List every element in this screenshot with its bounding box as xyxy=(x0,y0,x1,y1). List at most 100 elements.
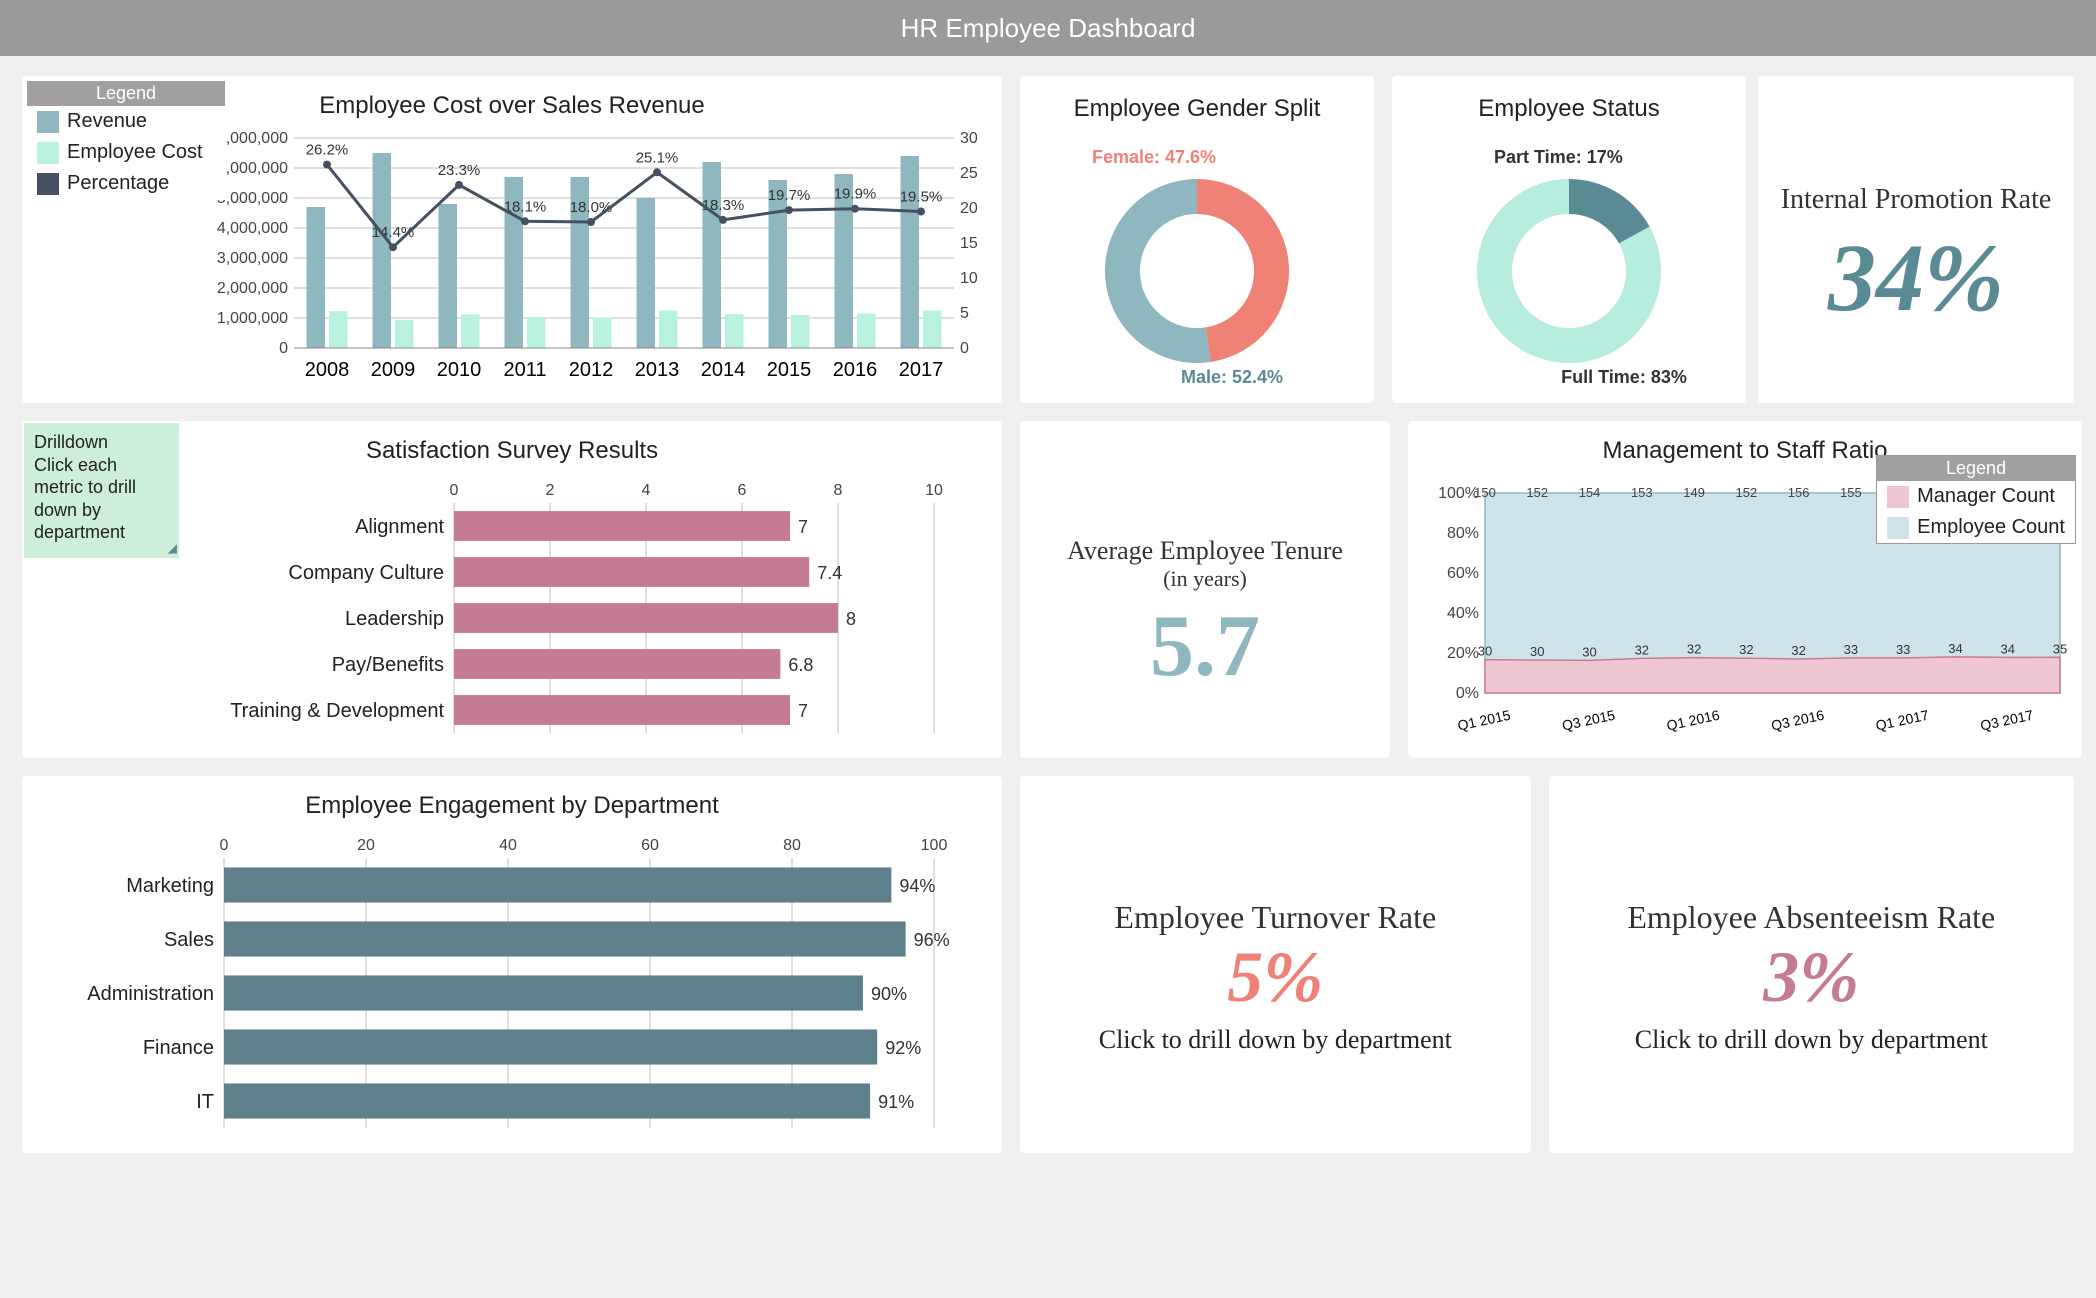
svg-text:152: 152 xyxy=(1736,485,1758,500)
card-absenteeism[interactable]: Employee Absenteeism Rate 3% Click to dr… xyxy=(1549,776,2074,1153)
svg-text:0: 0 xyxy=(450,482,459,499)
svg-text:4: 4 xyxy=(642,482,651,499)
svg-text:5: 5 xyxy=(960,305,969,322)
svg-text:30: 30 xyxy=(960,130,978,147)
svg-text:94%: 94% xyxy=(899,876,935,896)
svg-text:8: 8 xyxy=(834,482,843,499)
svg-text:2012: 2012 xyxy=(569,359,614,381)
card-promotion-rate[interactable]: Internal Promotion Rate 34% xyxy=(1758,76,2074,403)
svg-text:Administration: Administration xyxy=(87,983,214,1005)
legend-item-pct: Percentage xyxy=(27,168,225,199)
svg-text:6.8: 6.8 xyxy=(788,655,813,675)
chart-title-engagement: Employee Engagement by Department xyxy=(34,792,990,820)
svg-text:92%: 92% xyxy=(885,1038,921,1058)
dashboard-title: HR Employee Dashboard xyxy=(901,13,1196,44)
chart-engagement[interactable]: 020406080100Marketing94%Sales96%Administ… xyxy=(34,828,994,1138)
drilldown-note[interactable]: Drilldown Click each metric to drill dow… xyxy=(24,423,179,558)
svg-text:2: 2 xyxy=(546,482,555,499)
svg-text:2008: 2008 xyxy=(305,359,350,381)
chart-title-gender: Employee Gender Split xyxy=(1074,95,1321,123)
svg-text:5,000,000: 5,000,000 xyxy=(217,190,288,207)
svg-text:Q1 2016: Q1 2016 xyxy=(1665,707,1721,734)
chart-gender-donut: Female: 47.6% Male: 52.4% xyxy=(1032,131,1362,391)
svg-text:60%: 60% xyxy=(1447,565,1479,582)
svg-text:Alignment: Alignment xyxy=(355,516,444,538)
svg-text:2009: 2009 xyxy=(371,359,416,381)
svg-text:100%: 100% xyxy=(1438,485,1479,502)
legend-item-cost: Employee Cost xyxy=(27,137,225,168)
svg-text:Q3 2016: Q3 2016 xyxy=(1770,707,1826,734)
svg-text:152: 152 xyxy=(1526,485,1548,500)
svg-text:32: 32 xyxy=(1687,642,1701,657)
card-satisfaction: Drilldown Click each metric to drill dow… xyxy=(22,421,1002,758)
svg-text:2016: 2016 xyxy=(833,359,878,381)
svg-text:Marketing: Marketing xyxy=(126,875,214,897)
svg-text:0: 0 xyxy=(220,837,229,854)
svg-text:Q1 2017: Q1 2017 xyxy=(1874,707,1930,734)
legend-cost-revenue: Legend Revenue Employee Cost Percentage xyxy=(26,80,226,200)
svg-text:34: 34 xyxy=(2000,641,2014,656)
svg-text:2,000,000: 2,000,000 xyxy=(217,280,288,297)
svg-text:Part Time: 17%: Part Time: 17% xyxy=(1494,147,1623,167)
svg-text:60: 60 xyxy=(641,837,659,854)
svg-text:30: 30 xyxy=(1478,644,1492,659)
svg-text:Male: 52.4%: Male: 52.4% xyxy=(1181,367,1283,387)
svg-text:1,000,000: 1,000,000 xyxy=(217,310,288,327)
svg-text:18.3%: 18.3% xyxy=(702,197,745,214)
label-tenure: Average Employee Tenure xyxy=(1067,536,1343,566)
svg-text:150: 150 xyxy=(1474,485,1496,500)
svg-text:2013: 2013 xyxy=(635,359,680,381)
svg-text:90%: 90% xyxy=(871,984,907,1004)
card-employee-status: Employee Status Part Time: 17%Full Time:… xyxy=(1392,76,1746,403)
svg-text:Female: 47.6%: Female: 47.6% xyxy=(1092,147,1216,167)
svg-text:80: 80 xyxy=(783,837,801,854)
svg-text:2014: 2014 xyxy=(701,359,746,381)
svg-text:25.1%: 25.1% xyxy=(636,149,679,166)
svg-text:155: 155 xyxy=(1840,485,1862,500)
svg-text:32: 32 xyxy=(1739,642,1753,657)
svg-text:7.4: 7.4 xyxy=(817,563,842,583)
svg-text:20: 20 xyxy=(960,200,978,217)
svg-text:10: 10 xyxy=(925,482,943,499)
svg-text:Q3 2017: Q3 2017 xyxy=(1979,707,2035,734)
resize-handle-icon[interactable]: ◢ xyxy=(168,541,177,556)
svg-text:25: 25 xyxy=(960,165,978,182)
svg-text:40%: 40% xyxy=(1447,605,1479,622)
svg-text:33: 33 xyxy=(1896,642,1910,657)
svg-text:15: 15 xyxy=(960,235,978,252)
svg-text:30: 30 xyxy=(1530,644,1544,659)
svg-text:IT: IT xyxy=(196,1091,214,1113)
card-tenure[interactable]: Average Employee Tenure (in years) 5.7 xyxy=(1020,421,1390,758)
svg-text:0%: 0% xyxy=(1456,685,1479,702)
value-tenure: 5.7 xyxy=(1150,596,1260,697)
chart-status-donut: Part Time: 17% Full Time: 83% xyxy=(1404,131,1734,391)
note-turnover: Click to drill down by department xyxy=(1099,1025,1452,1055)
svg-text:2017: 2017 xyxy=(899,359,944,381)
svg-text:0: 0 xyxy=(960,340,969,357)
legend-item-manager: Manager Count xyxy=(1877,481,2075,512)
svg-text:80%: 80% xyxy=(1447,525,1479,542)
label-absenteeism: Employee Absenteeism Rate xyxy=(1627,899,1995,936)
svg-text:6,000,000: 6,000,000 xyxy=(217,160,288,177)
svg-text:Leadership: Leadership xyxy=(345,608,444,630)
svg-text:Training & Development: Training & Development xyxy=(230,700,444,722)
svg-text:Full Time: 83%: Full Time: 83% xyxy=(1561,367,1687,387)
card-cost-over-revenue: Legend Revenue Employee Cost Percentage … xyxy=(22,76,1002,403)
card-turnover[interactable]: Employee Turnover Rate 5% Click to drill… xyxy=(1020,776,1531,1153)
svg-text:Q1 2015: Q1 2015 xyxy=(1456,707,1512,734)
svg-text:Sales: Sales xyxy=(164,929,214,951)
svg-text:23.3%: 23.3% xyxy=(438,162,481,179)
svg-text:7: 7 xyxy=(798,517,808,537)
svg-text:0: 0 xyxy=(279,340,288,357)
note-absenteeism: Click to drill down by department xyxy=(1635,1025,1988,1055)
card-gender-split: Employee Gender Split Female: 47.6% Male:… xyxy=(1020,76,1374,403)
svg-text:96%: 96% xyxy=(914,930,950,950)
svg-text:10: 10 xyxy=(960,270,978,287)
svg-text:91%: 91% xyxy=(878,1092,914,1112)
svg-text:Pay/Benefits: Pay/Benefits xyxy=(332,654,444,676)
value-turnover: 5% xyxy=(1227,936,1323,1019)
svg-text:35: 35 xyxy=(2053,641,2067,656)
card-mgmt-ratio: Management to Staff Ratio Legend Manager… xyxy=(1408,421,2082,758)
svg-text:153: 153 xyxy=(1631,485,1653,500)
legend-mgmt-ratio: Legend Manager Count Employee Count xyxy=(1876,455,2076,544)
